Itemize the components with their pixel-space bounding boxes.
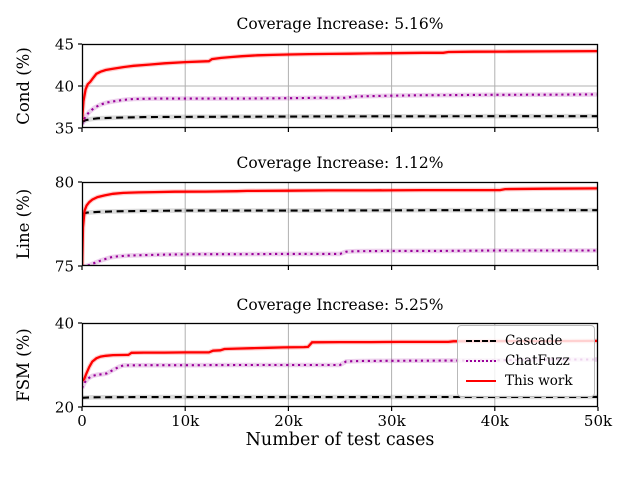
line-y-axis-label: Line (%) [14, 188, 33, 260]
legend-label-chatfuzz: ChatFuzz [505, 353, 570, 369]
series-band-this-work [82, 186, 598, 266]
y-tick-label: 80 [55, 173, 74, 191]
cond-plot-area: 35 40 45 [55, 35, 599, 137]
x-tick-label: 10k [171, 412, 200, 430]
y-tick-label: 20 [55, 398, 74, 416]
x-tick-label: 50k [584, 412, 613, 430]
axes-spines [81, 43, 599, 129]
series-line-this-work [82, 187, 598, 266]
x-tick-label: 40k [481, 412, 510, 430]
series-line-chatfuzz [82, 249, 598, 266]
x-tick-label: 0 [77, 412, 87, 430]
x-tick-label: 20k [274, 412, 303, 430]
legend-label-this-work: This work [505, 373, 573, 389]
y-tick-label: 40 [55, 77, 74, 95]
series-line-this-work [82, 49, 598, 122]
cond-y-axis-label: Cond (%) [14, 47, 33, 125]
legend-item-cascade: Cascade [466, 331, 586, 351]
series-line-this-work [82, 339, 598, 382]
series-band-chatfuzz [82, 92, 598, 126]
series-line-cascade [82, 115, 598, 124]
subplot-line-title: Coverage Increase: 1.12% [236, 154, 444, 172]
y-tick-label: 35 [55, 119, 74, 137]
axes-spines [81, 322, 599, 408]
x-axis-label: Number of test cases [245, 430, 435, 450]
axes-spines [81, 181, 599, 267]
legend: Cascade ChatFuzz This work [457, 325, 595, 397]
legend-item-this-work: This work [466, 371, 586, 391]
y-tick-label: 40 [55, 314, 74, 332]
legend-label-cascade: Cascade [505, 333, 563, 349]
y-tick-label: 45 [55, 35, 74, 53]
this-work-line-sample-icon [466, 380, 496, 382]
line-plot-area: 75 80 [55, 173, 599, 275]
series-line-cascade [82, 395, 598, 399]
cascade-line-sample-icon [466, 340, 496, 342]
x-tick-label: 30k [378, 412, 407, 430]
legend-item-chatfuzz: ChatFuzz [466, 351, 586, 371]
subplot-cond-title: Coverage Increase: 5.16% [236, 15, 444, 33]
series-line-cascade [82, 209, 598, 215]
y-tick-label: 75 [55, 257, 74, 275]
chatfuzz-line-sample-icon [466, 360, 496, 362]
series-line-chatfuzz [82, 93, 598, 126]
fsm-y-axis-label: FSM (%) [14, 328, 33, 402]
subplot-fsm-title: Coverage Increase: 5.25% [236, 296, 444, 314]
